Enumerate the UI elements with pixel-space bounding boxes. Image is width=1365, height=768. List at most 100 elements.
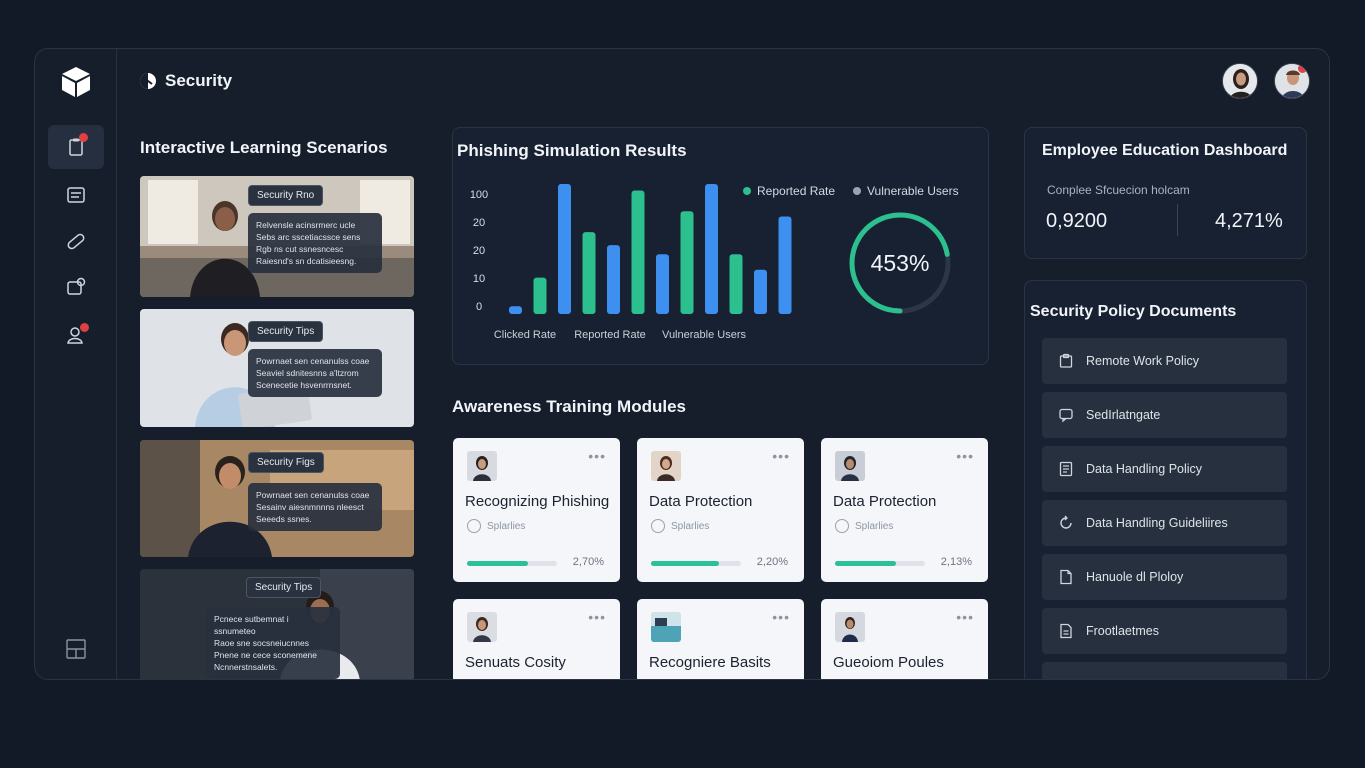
chat-icon xyxy=(1059,408,1073,423)
education-metric-b: 4,271% xyxy=(1215,210,1283,232)
ring-value: 453% xyxy=(871,250,930,276)
module-status: Splarlies xyxy=(651,519,709,533)
policy-item[interactable]: Data Handling Policy xyxy=(1042,446,1287,492)
more-options-icon[interactable]: ••• xyxy=(956,609,974,625)
more-options-icon[interactable]: ••• xyxy=(588,609,606,625)
bubble-line: Raoe sne socsneiucnnes xyxy=(214,638,309,648)
more-options-icon[interactable]: ••• xyxy=(772,448,790,464)
chart-bar xyxy=(778,216,792,314)
nav-item-messages[interactable] xyxy=(48,265,104,309)
module-thumbnail xyxy=(467,612,497,642)
policy-item[interactable]: SedIrlatngate xyxy=(1042,392,1287,438)
chart-bar xyxy=(582,232,596,314)
policy-label: Data Handling Guideliires xyxy=(1086,516,1228,530)
bubble-line: Relvensle acinsrmerc ucle xyxy=(256,220,356,230)
education-card: Employee Education Dashboard Conplee Sfc… xyxy=(1024,127,1307,259)
module-title: Data Protection xyxy=(649,493,753,510)
bubble-line: Sesainv aiesnmnnns nleesct xyxy=(256,502,364,512)
module-card[interactable]: ••• Data Protection Splarlies 2,13% xyxy=(821,438,988,582)
more-options-icon[interactable]: ••• xyxy=(956,448,974,464)
education-caption: Conplee Sfcuecion holcam xyxy=(1047,183,1190,197)
nav-item-layout[interactable] xyxy=(48,627,104,671)
policy-label: SedIrlatngate xyxy=(1086,408,1161,422)
notification-dot xyxy=(80,323,89,332)
bubble-line: Pcnece sutbemnat i ssnumeteo xyxy=(214,614,289,636)
legend-reported-rate: Reported Rate xyxy=(743,184,835,198)
policy-item[interactable]: Remote Work Policy xyxy=(1042,338,1287,384)
policy-item[interactable]: Hanuole dl Ploloy xyxy=(1042,554,1287,600)
module-title: Recogniere Basits xyxy=(649,654,771,671)
bubble-line: Scenecetie hsvenrrnsnet. xyxy=(256,380,352,390)
radio-circle-icon[interactable] xyxy=(651,519,665,533)
module-title: Recognizing Phishing xyxy=(465,493,610,510)
module-progress xyxy=(651,561,741,566)
nav-item-tools[interactable] xyxy=(48,219,104,263)
y-tick-label: 20 xyxy=(473,217,485,229)
policy-label: Remote Work Policy xyxy=(1086,354,1199,368)
bubble-line: Sebs arc sscetiacssce sens xyxy=(256,232,361,242)
scenario-bubble: Pcnece sutbemnat i ssnumeteo Raoe sne so… xyxy=(206,607,340,679)
module-status: Splarlies xyxy=(835,519,893,533)
module-thumbnail xyxy=(651,612,681,642)
person-thumbnail-icon xyxy=(651,451,681,481)
person-thumbnail-icon xyxy=(467,612,497,642)
scenarios-title: Interactive Learning Scenarios xyxy=(140,138,388,157)
avatar-user-1[interactable] xyxy=(1222,63,1258,99)
shield-icon xyxy=(140,73,156,89)
module-card[interactable]: ••• Recogniere Basits xyxy=(637,599,804,679)
chart-bar xyxy=(705,184,718,314)
scenario-bubble: Powrnaet sen cenanulss coae Seaviel sdni… xyxy=(248,349,382,397)
module-progress-fill xyxy=(651,561,719,566)
policy-item[interactable]: Frootlaetmes xyxy=(1042,608,1287,654)
more-options-icon[interactable]: ••• xyxy=(588,448,606,464)
list-icon xyxy=(67,187,85,203)
bubble-line: Powrnaet sen cenanulss coae xyxy=(256,490,370,500)
module-thumbnail xyxy=(467,451,497,481)
radio-circle-icon[interactable] xyxy=(835,519,849,533)
bubble-line: Raiesnd's sn dcatisieesng. xyxy=(256,256,357,266)
policy-label: Frootlaetmes xyxy=(1086,624,1159,638)
chart-bar xyxy=(607,245,620,314)
module-thumbnail xyxy=(835,451,865,481)
clipboard-icon xyxy=(1059,353,1073,368)
chart-bar xyxy=(729,254,743,314)
file-icon xyxy=(1060,623,1072,639)
y-tick-label: 0 xyxy=(476,301,482,313)
module-thumbnail xyxy=(651,451,681,481)
module-percent: 2,13% xyxy=(940,556,972,568)
module-progress-fill xyxy=(835,561,897,566)
scenario-tag: Security Tips xyxy=(246,577,322,598)
module-card[interactable]: ••• Gueoiom Poules xyxy=(821,599,988,679)
legend-vulnerable-users: Vulnerable Users xyxy=(853,184,959,198)
scenario-card[interactable]: Security Tips Pcnece sutbemnat i ssnumet… xyxy=(140,569,414,679)
more-options-icon[interactable]: ••• xyxy=(772,609,790,625)
scenario-card[interactable]: Security Tips Powrnaet sen cenanulss coa… xyxy=(140,309,414,427)
phishing-card: Phishing Simulation Results 100 20 20 10 0 Cl… xyxy=(452,127,989,365)
nav-item-alerts[interactable] xyxy=(48,125,104,169)
x-axis-label: Reported Rate xyxy=(574,329,646,341)
percentage-ring: 453% xyxy=(849,212,951,314)
clipboard-icon xyxy=(69,138,83,156)
module-card[interactable]: ••• Senuats Cosity xyxy=(453,599,620,679)
modules-title: Awareness Training Modules xyxy=(452,397,686,416)
nav-item-reports[interactable] xyxy=(48,173,104,217)
module-card[interactable]: ••• Recognizing Phishing Splarlies 2,70% xyxy=(453,438,620,582)
nav-item-users[interactable] xyxy=(48,313,104,357)
avatar-user-2[interactable] xyxy=(1274,63,1310,99)
cube-logo-icon[interactable] xyxy=(59,65,93,99)
policy-item[interactable] xyxy=(1042,662,1287,679)
person-thumbnail-icon xyxy=(835,612,865,642)
scenario-bubble: Relvensle acinsrmerc ucle Sebs arc sscet… xyxy=(248,213,382,273)
policies-title: Security Policy Documents xyxy=(1030,303,1237,320)
scenario-card[interactable]: Security Rno Relvensle acinsrmerc ucle S… xyxy=(140,176,414,297)
radio-circle-icon[interactable] xyxy=(467,519,481,533)
metric-divider xyxy=(1177,204,1178,236)
bubble-line: Seaviel sdnitesnns a'ltzrom xyxy=(256,368,359,378)
policy-item[interactable]: Data Handling Guideliires xyxy=(1042,500,1287,546)
scenario-card[interactable]: Security Figs Powrnaet sen cenanulss coa… xyxy=(140,440,414,557)
module-card[interactable]: ••• Data Protection Splarlies 2,20% xyxy=(637,438,804,582)
user-icon xyxy=(67,327,83,344)
chart-bar xyxy=(533,277,547,314)
module-status-label: Splarlies xyxy=(855,520,894,532)
